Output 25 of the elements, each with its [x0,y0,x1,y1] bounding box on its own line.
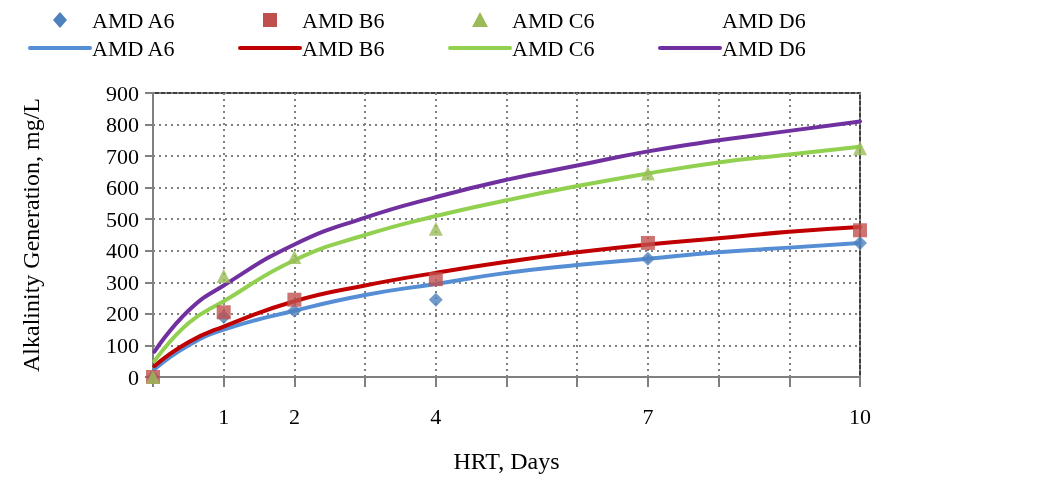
x-tick-label: 2 [288,403,300,429]
y-tick-label: 0 [128,364,139,390]
text: AMD D6 [722,7,806,33]
y-tick-label: 100 [106,332,139,358]
x-tick-label: 7 [642,403,654,429]
y-tick-label: 300 [106,269,139,295]
legend-label: AMD C6 [512,35,595,61]
x-axis-title: HRT, Days [453,448,560,474]
y-axis-title: Alkalinity Generation, mg/L [18,98,44,372]
legend-label: AMD B6 [302,7,385,33]
y-tick-label: 900 [106,80,139,106]
y-tick-label: 200 [106,301,139,327]
legend-label: AMD B6 [302,35,385,61]
x-tick-label: 4 [430,403,442,429]
legend-label: AMD A6 [92,7,175,33]
y-tick-label: 600 [106,175,139,201]
legend-label: AMD C6 [512,7,595,33]
x-tick-label: 10 [849,403,871,429]
legend-label: AMD A6 [92,35,175,61]
legend-label: AMD D6 [722,35,806,61]
y-tick-label: 500 [106,206,139,232]
x-tick-label: 1 [218,403,230,429]
y-tick-label: 700 [106,143,139,169]
y-tick-label: 800 [106,112,139,138]
y-tick-label: 400 [106,238,139,264]
